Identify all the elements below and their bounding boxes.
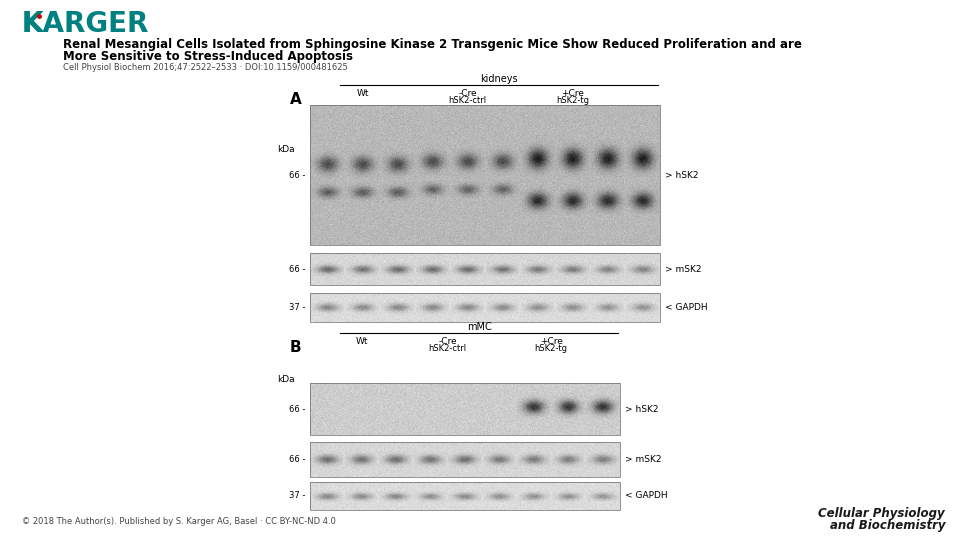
Text: © 2018 The Author(s). Published by S. Karger AG, Basel · CC BY-NC-ND 4.0: © 2018 The Author(s). Published by S. Ka… — [22, 517, 336, 526]
Bar — [310, 105, 660, 245]
Text: -Cre: -Cre — [458, 89, 477, 98]
Bar — [310, 253, 660, 285]
Text: Cellular Physiology: Cellular Physiology — [818, 507, 945, 520]
Bar — [310, 442, 620, 477]
Text: Wt: Wt — [356, 89, 369, 98]
Text: > hSK2: > hSK2 — [665, 171, 699, 179]
Text: hSK2-tg: hSK2-tg — [535, 344, 567, 353]
Text: +Cre: +Cre — [540, 337, 563, 346]
Text: > mSK2: > mSK2 — [665, 265, 702, 273]
Text: 37 -: 37 - — [289, 303, 305, 312]
Text: A: A — [290, 92, 301, 107]
Text: +Cre: +Cre — [561, 89, 584, 98]
Text: 66 -: 66 - — [289, 404, 305, 414]
Text: kidneys: kidneys — [480, 74, 517, 84]
Text: B: B — [290, 340, 301, 355]
Text: 66 -: 66 - — [289, 455, 305, 464]
Text: > mSK2: > mSK2 — [625, 455, 661, 464]
Text: -Cre: -Cre — [439, 337, 457, 346]
Text: hSK2-tg: hSK2-tg — [556, 96, 589, 105]
Text: K: K — [22, 10, 43, 38]
Text: > hSK2: > hSK2 — [625, 404, 659, 414]
Text: kDa: kDa — [277, 375, 295, 384]
Text: 37 -: 37 - — [289, 491, 305, 501]
Text: 66 -: 66 - — [289, 265, 305, 273]
Text: Cell Physiol Biochem 2016;47:2522–2533 · DOI:10.1159/000481625: Cell Physiol Biochem 2016;47:2522–2533 ·… — [63, 63, 348, 72]
Text: hSK2-ctrl: hSK2-ctrl — [448, 96, 487, 105]
Text: hSK2-ctrl: hSK2-ctrl — [429, 344, 467, 353]
Text: Wt: Wt — [355, 337, 368, 346]
Text: More Sensitive to Stress-Induced Apoptosis: More Sensitive to Stress-Induced Apoptos… — [63, 50, 353, 63]
Text: < GAPDH: < GAPDH — [625, 491, 667, 501]
Bar — [310, 293, 660, 322]
Text: Renal Mesangial Cells Isolated from Sphingosine Kinase 2 Transgenic Mice Show Re: Renal Mesangial Cells Isolated from Sphi… — [63, 38, 802, 51]
Text: 66 -: 66 - — [289, 171, 305, 179]
Text: mMC: mMC — [467, 322, 492, 332]
Text: kDa: kDa — [277, 145, 295, 154]
Bar — [310, 482, 620, 510]
Bar — [310, 383, 620, 435]
Text: < GAPDH: < GAPDH — [665, 303, 708, 312]
Text: and Biochemistry: and Biochemistry — [829, 519, 945, 532]
Text: KARGER: KARGER — [22, 10, 150, 38]
